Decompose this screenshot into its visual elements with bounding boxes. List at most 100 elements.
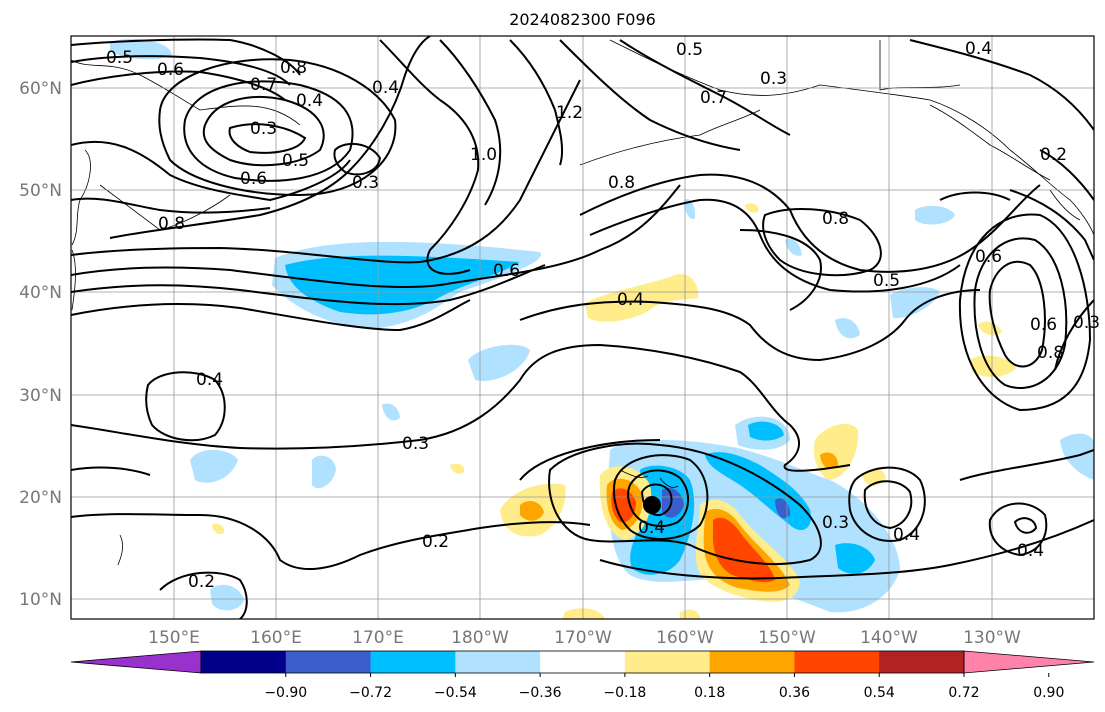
contour-line (71, 299, 471, 332)
colorbar-swatch (709, 651, 795, 673)
contour-line (71, 264, 546, 306)
lon-label: 180°W (451, 628, 509, 648)
shade-lightblue (110, 38, 172, 60)
colorbar-swatch (370, 651, 456, 673)
shade-yellow (450, 463, 465, 474)
contour-line (333, 142, 382, 176)
contour-line (1054, 299, 1094, 371)
contour-line (863, 480, 913, 530)
contour-line (71, 79, 581, 264)
contour-label: 0.8 (1037, 343, 1064, 363)
contour-label: 0.5 (873, 271, 900, 291)
shade-yellow (813, 423, 859, 480)
shade-yellow (970, 355, 1016, 377)
coastline-layer (71, 39, 1094, 566)
colorbar-tick-label: −0.36 (519, 685, 562, 701)
contour-line (71, 197, 271, 214)
contour-label: 0.3 (402, 434, 429, 454)
coastline (879, 40, 961, 91)
colorbar-swatch (455, 651, 541, 673)
lat-label: 20°N (19, 488, 62, 508)
contour-label: 0.4 (1017, 541, 1044, 561)
coastline (71, 59, 301, 126)
contour-line (612, 454, 709, 541)
contour-label: 0.6 (1030, 315, 1057, 335)
contour-line (939, 191, 1011, 201)
contour-line (959, 449, 1094, 481)
contour-label: 0.3 (352, 173, 379, 193)
contour-line (71, 184, 681, 289)
contour-line (559, 39, 741, 151)
longitude-labels: 150°E 160°E 170°E 180°W 170°W 160°W 150°… (148, 628, 1021, 648)
lon-label: 160°E (250, 628, 302, 648)
coastline (609, 39, 1094, 236)
shade-lightblue (210, 584, 244, 611)
lat-label: 40°N (19, 283, 62, 303)
contour-line (619, 39, 791, 136)
coastline (929, 104, 1051, 181)
contour-label: 0.4 (965, 39, 992, 59)
colorbar-frame (200, 650, 965, 674)
contour-line (71, 513, 591, 571)
contour-label: 0.4 (196, 370, 223, 390)
contour-line (109, 36, 431, 239)
graticule (71, 36, 1094, 619)
contour-line (519, 439, 661, 481)
contour-label: 0.7 (250, 75, 277, 95)
lon-label: 150°E (148, 628, 200, 648)
contour-label: 0.5 (676, 40, 703, 60)
contour-label: 0.8 (822, 209, 849, 229)
contour-line (145, 371, 226, 442)
colorbar-tick-label: −0.90 (264, 685, 307, 701)
shade-navy (775, 498, 790, 519)
contour-line (599, 519, 1094, 580)
coastline (71, 149, 91, 246)
shade-lightblue (468, 344, 530, 381)
contour-line (909, 39, 1094, 131)
contour-label: 0.4 (372, 78, 399, 98)
contour-label: 0.2 (1040, 145, 1067, 165)
contour-label: 0.3 (250, 119, 277, 139)
shade-yellow (978, 321, 1002, 336)
contour-line (762, 207, 882, 277)
shade-lightblue (785, 238, 802, 256)
contour-line (988, 260, 1046, 368)
shade-blue (285, 255, 520, 315)
coastline (579, 109, 761, 166)
colorbar: −0.90 −0.72 −0.54 −0.36 −0.18 0.18 0.36 0.54 0.7… (70, 650, 1095, 701)
shade-lightblue (190, 449, 238, 483)
shade-lightblue (835, 318, 860, 339)
lat-label: 60°N (19, 79, 62, 99)
shade-lightblue (890, 287, 940, 319)
contour-label: 0.8 (608, 173, 635, 193)
shade-lightblue (1060, 433, 1094, 480)
contour-label: 0.6 (157, 60, 184, 80)
contour-line (848, 466, 926, 542)
colorbar-tick-label: 0.72 (948, 685, 979, 701)
contour-label: 0.7 (700, 88, 727, 108)
colorbar-swatch (794, 651, 880, 673)
latitude-labels: 60°N 50°N 40°N 30°N 20°N 10°N (19, 79, 62, 610)
lat-label: 50°N (19, 181, 62, 201)
contour-label: 0.4 (893, 525, 920, 545)
colorbar-swatch (624, 651, 711, 673)
colorbar-tick-label: 0.90 (1033, 685, 1064, 701)
lon-label: 170°W (554, 628, 612, 648)
contour-label: 1.0 (470, 145, 497, 165)
lat-label: 10°N (19, 590, 62, 610)
shade-lightblue (915, 205, 955, 225)
colorbar-swatch (879, 651, 965, 673)
contour-label: 0.2 (188, 572, 215, 592)
contour-label: 0.4 (617, 290, 644, 310)
contour-line (71, 466, 151, 476)
contour-label: 0.3 (822, 513, 849, 533)
contour-label: 0.5 (282, 151, 309, 171)
colorbar-tick-label: 0.18 (694, 685, 725, 701)
colorbar-tick-label: −0.54 (434, 685, 477, 701)
contour-line (202, 96, 325, 167)
contour-layer (71, 36, 1094, 619)
contour-line (71, 140, 351, 202)
contour-line (1039, 149, 1094, 201)
contour-label: 0.2 (422, 532, 449, 552)
contour-label: 0.6 (240, 169, 267, 189)
